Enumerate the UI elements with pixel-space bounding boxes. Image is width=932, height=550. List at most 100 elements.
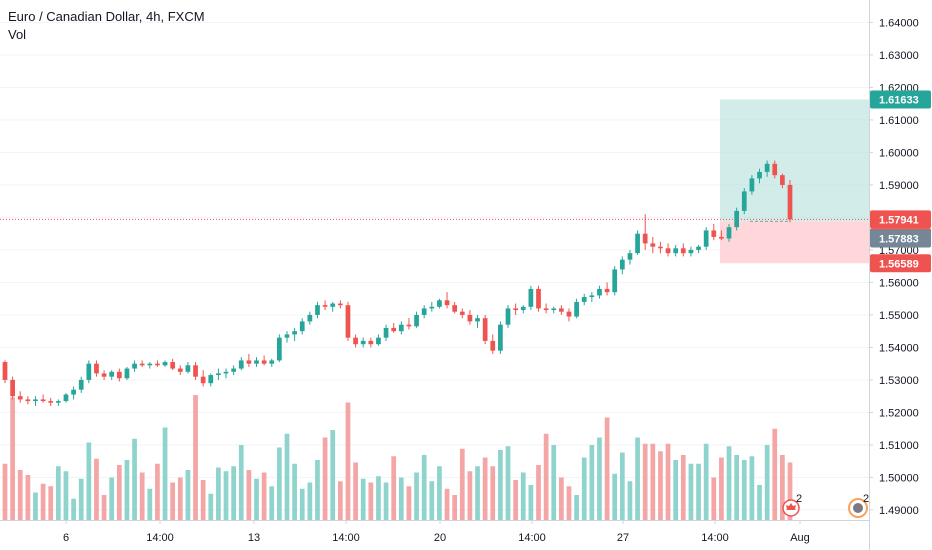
volume-bar [185, 470, 191, 520]
candle-body [391, 327, 397, 332]
candle-body [749, 178, 755, 192]
candle-body [353, 337, 358, 345]
volume-bar [490, 466, 496, 520]
marker-count: 2 [863, 493, 869, 505]
price-tick-label: 1.55000 [879, 310, 919, 322]
candle-body [109, 371, 115, 377]
volume-bar [711, 477, 717, 520]
candle-body [543, 308, 549, 311]
volume-bar [520, 472, 526, 520]
candle-body [581, 297, 587, 302]
candle-body [139, 363, 145, 366]
volume-bar [581, 457, 587, 520]
candle-body [711, 230, 717, 237]
candle-body [490, 340, 496, 351]
candle-body [520, 306, 526, 311]
chart-legend: Euro / Canadian Dollar, 4h, FXCM Vol [8, 8, 205, 44]
price-tick-label: 1.54000 [879, 342, 919, 354]
candle-body [696, 246, 701, 250]
volume-bar [696, 463, 701, 520]
candle-body [231, 368, 237, 372]
candle-body [33, 399, 38, 402]
volume-bar [703, 443, 709, 520]
volume-bar [658, 451, 663, 520]
time-axis-ticks: 6 14:00 13 14:00 20 14:00 27 14:00 Aug [63, 520, 810, 544]
volume-bar [383, 482, 389, 520]
volume-bar [597, 437, 602, 520]
volume-bar [459, 448, 465, 520]
volume-bar [368, 482, 374, 520]
volume-bar [55, 466, 61, 520]
volume-bar [315, 460, 320, 520]
candle-body [2, 362, 8, 380]
volume-bar [749, 456, 755, 520]
time-tick-label: 20 [434, 532, 446, 544]
candle-body [444, 300, 450, 306]
volume-bar [551, 445, 557, 520]
volume-bar [619, 452, 625, 520]
time-tick-label: 14:00 [332, 532, 360, 544]
volume-bar [543, 433, 549, 520]
candle-body [155, 363, 160, 366]
volume-bar [33, 492, 38, 520]
candle-body [299, 321, 305, 332]
volume-bar [231, 466, 237, 520]
candle-body [368, 340, 374, 345]
candle-body [132, 363, 137, 369]
volume-bar [277, 447, 282, 520]
volume-bar [147, 488, 153, 520]
volume-bar [757, 485, 762, 520]
volume-bar [86, 442, 92, 520]
volume-bar [170, 482, 176, 520]
grid [0, 21, 869, 511]
candle-body [277, 337, 282, 361]
marker-count: 2 [796, 493, 802, 505]
candle-body [40, 399, 46, 402]
candle-body [376, 337, 381, 345]
position-zones[interactable] [720, 99, 869, 264]
candle-body [216, 373, 221, 376]
candle-body [223, 371, 229, 374]
dividend-event-icon[interactable] [848, 498, 868, 518]
candle-body [406, 324, 412, 327]
candle-body [726, 227, 732, 239]
volume-bar [223, 471, 229, 520]
candle-body [116, 371, 122, 379]
volume-indicator-label[interactable]: Vol [8, 27, 27, 42]
candle-body [162, 362, 168, 366]
volume-bar [764, 445, 770, 520]
candle-body [680, 248, 686, 254]
volume-bar [482, 457, 488, 520]
volume-bar [444, 488, 450, 520]
canada-flag-event-icon[interactable] [782, 499, 800, 517]
candle-body [673, 248, 679, 254]
symbol-title[interactable]: Euro / Canadian Dollar, 4h, FXCM [8, 9, 205, 24]
time-tick-label: 27 [617, 532, 629, 544]
volume-bar [17, 470, 23, 520]
volume-bar [345, 402, 351, 520]
current-price-tag-bg [870, 210, 931, 229]
volume-bar [673, 460, 679, 520]
candle-body [558, 308, 564, 312]
volume-bar [452, 495, 458, 520]
candle-body [635, 233, 640, 254]
volume-bar [353, 462, 358, 520]
volume-bar [719, 457, 724, 520]
volume-bar [635, 437, 640, 520]
price-tick-label: 1.52000 [879, 407, 919, 419]
candle-body [551, 308, 557, 311]
candle-body [719, 236, 724, 239]
volume-bar [2, 463, 8, 520]
volume-bar [216, 467, 221, 520]
volume-bar [94, 458, 99, 520]
volume-bar [787, 462, 793, 520]
candle-body [360, 340, 366, 345]
candle-body [315, 305, 320, 315]
candle-body [292, 331, 297, 335]
stop-loss-zone[interactable] [720, 221, 869, 264]
volume-bar [780, 455, 785, 520]
volume-bar [40, 483, 46, 520]
candle-body [185, 365, 191, 372]
